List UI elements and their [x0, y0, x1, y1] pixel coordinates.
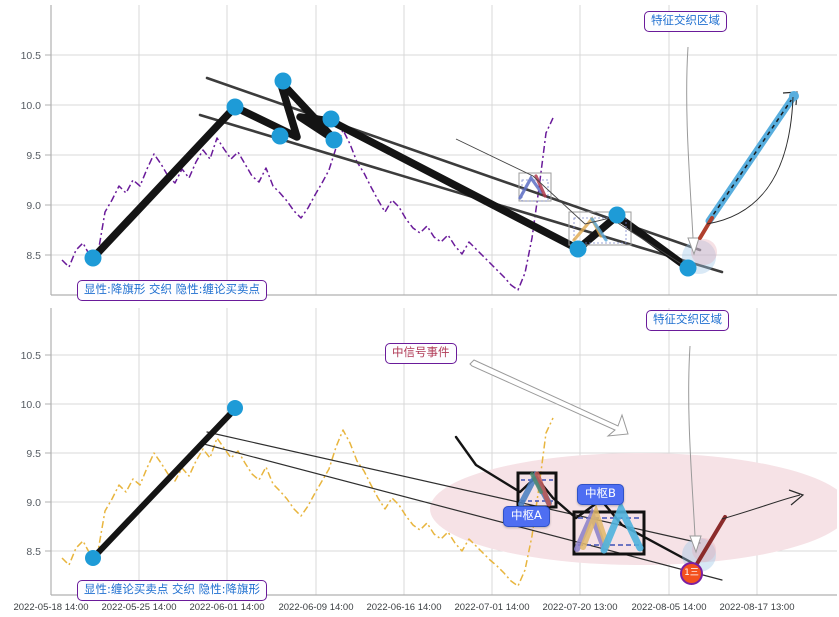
top-price-line — [61, 117, 554, 291]
pivot-dot — [274, 72, 292, 90]
bottom-region-arrow — [688, 345, 702, 554]
top-ytick-3: 9.0 — [26, 200, 41, 212]
bottom-highlight-ellipse — [430, 453, 837, 565]
top-base-candle — [698, 216, 714, 240]
top-projection-endpoint — [789, 91, 799, 101]
bottom-base-candle — [693, 515, 727, 569]
pivot-dot — [679, 259, 697, 277]
pivot-dot — [325, 131, 343, 149]
bottom-event-label[interactable]: 中信号事件 — [385, 343, 457, 364]
top-region-arrow — [686, 46, 700, 256]
top-substructure-boxes — [518, 172, 632, 246]
top-gridlines-horizontal — [51, 54, 837, 256]
bottom-event-arrow — [469, 359, 629, 437]
signal-marker-badge[interactable]: 1三 — [680, 562, 703, 585]
top-ytick-0: 10.5 — [21, 50, 42, 62]
bottom-ytick-0: 10.5 — [21, 350, 42, 362]
bottom-ytick-1: 10.0 — [21, 399, 42, 411]
top-curve-guide — [706, 96, 794, 225]
xtick-8: 2022-08-17 13:00 — [719, 602, 794, 613]
top-pivot-dots — [84, 72, 697, 277]
top-substrokes — [518, 174, 608, 242]
xtick-2: 2022-06-01 14:00 — [189, 602, 264, 613]
bottom-y-tick-marks — [45, 354, 51, 552]
bottom-ytick-2: 9.5 — [26, 448, 41, 460]
top-ytick-4: 8.5 — [26, 250, 41, 262]
pivot-box-b — [572, 500, 646, 556]
x-tick-labels: 2022-05-18 14:00 2022-05-25 14:00 2022-0… — [13, 602, 794, 613]
top-projection-arrow-dots — [708, 95, 795, 222]
pivot-dot — [271, 127, 289, 145]
pivot-dot — [322, 110, 340, 128]
top-caption-label[interactable]: 显性:降旗形 交织 隐性:缠论买卖点 — [77, 280, 268, 301]
bottom-caption-label[interactable]: 显性:缠论买卖点 交织 隐性:降旗形 — [77, 580, 268, 601]
xtick-7: 2022-08-05 14:00 — [631, 602, 706, 613]
top-panel: 10.5 10.0 9.5 9.0 8.5 — [21, 5, 837, 296]
xtick-4: 2022-06-16 14:00 — [366, 602, 441, 613]
top-plot-bg — [51, 5, 837, 295]
xtick-6: 2022-07-20 13:00 — [542, 602, 617, 613]
top-thin-connector — [455, 138, 684, 266]
bottom-pivot-dots — [85, 400, 243, 566]
top-region-label[interactable]: 特征交织区域 — [644, 11, 727, 32]
pivot-b-label[interactable]: 中枢B — [577, 484, 624, 505]
bottom-price-line — [61, 417, 554, 587]
pivot-a-label[interactable]: 中枢A — [503, 506, 550, 527]
pivot-dot — [608, 206, 626, 224]
pivot-dot — [569, 240, 587, 258]
xtick-3: 2022-06-09 14:00 — [278, 602, 353, 613]
pivot-dot — [84, 249, 102, 267]
xtick-1: 2022-05-25 14:00 — [101, 602, 176, 613]
pivot-box-a — [516, 470, 558, 509]
bottom-region-label[interactable]: 特征交织区域 — [646, 310, 729, 331]
bottom-curve-arrowhead — [788, 489, 805, 506]
pivot-dot — [226, 98, 244, 116]
top-pivot-halo-2 — [691, 239, 717, 265]
xtick-5: 2022-07-01 14:00 — [454, 602, 529, 613]
xtick-0: 2022-05-18 14:00 — [13, 602, 88, 613]
top-y-tick-marks — [45, 54, 51, 256]
pivot-dot — [227, 400, 243, 416]
bottom-curve-guide — [721, 494, 801, 520]
bottom-ytick-3: 9.0 — [26, 497, 41, 509]
bottom-ytick-4: 8.5 — [26, 546, 41, 558]
bottom-stroke-skeleton — [90, 406, 238, 561]
top-ytick-2: 9.5 — [26, 150, 41, 162]
top-ytick-1: 10.0 — [21, 100, 42, 112]
pivot-dot — [85, 550, 101, 566]
